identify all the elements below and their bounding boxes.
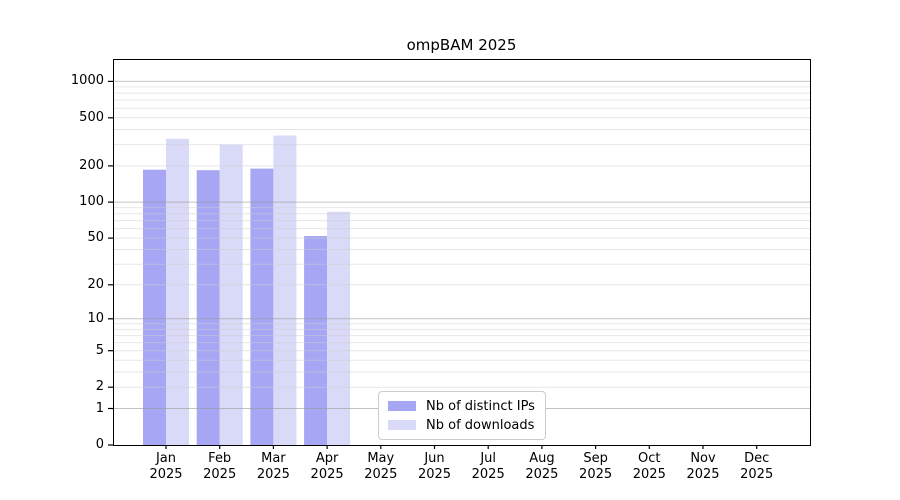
x-tick-month: Aug xyxy=(529,451,555,466)
axes-frame xyxy=(112,58,812,447)
x-tick-month: Jul xyxy=(480,451,497,466)
y-tick-label: 20 xyxy=(87,276,104,292)
legend-label-distinct-ips: Nb of distinct IPs xyxy=(426,398,535,414)
x-tick-year: 2025 xyxy=(632,467,666,482)
x-tick-label: Aug 2025 xyxy=(515,451,569,483)
x-tick-year: 2025 xyxy=(203,467,237,482)
bar xyxy=(250,168,274,445)
x-tick-label: Mar 2025 xyxy=(246,451,300,483)
x-tick-month: Jun xyxy=(424,451,445,466)
x-tick-label: Apr 2025 xyxy=(300,451,354,483)
x-tick-year: 2025 xyxy=(686,467,720,482)
x-tick-year: 2025 xyxy=(471,467,505,482)
x-tick-label: Feb 2025 xyxy=(193,451,247,483)
legend-swatch-downloads xyxy=(388,420,416,430)
x-tick-label: Jun 2025 xyxy=(408,451,462,483)
legend-swatch-distinct-ips xyxy=(388,401,416,411)
legend-item-distinct-ips: Nb of distinct IPs xyxy=(388,398,535,414)
x-tick-label: Dec 2025 xyxy=(730,451,784,483)
bar xyxy=(196,170,220,445)
bar xyxy=(166,138,189,446)
bar xyxy=(273,135,297,445)
x-tick-month: Jan xyxy=(155,451,177,466)
x-tick-label: Sep 2025 xyxy=(569,451,623,483)
x-tick-year: 2025 xyxy=(525,467,559,482)
x-tick-label: Jan 2025 xyxy=(139,451,193,483)
y-tick-label: 200 xyxy=(79,157,104,173)
legend-item-downloads: Nb of downloads xyxy=(388,417,535,433)
y-tick-label: 500 xyxy=(79,109,104,125)
chart-title: ompBAM 2025 xyxy=(406,36,517,54)
y-tick-label: 50 xyxy=(87,230,104,246)
y-tick-label: 100 xyxy=(79,194,104,210)
x-tick-month: Mar xyxy=(261,451,286,466)
x-tick-label: Nov 2025 xyxy=(676,451,730,483)
x-tick-year: 2025 xyxy=(310,467,344,482)
x-tick-month: Oct xyxy=(638,451,661,466)
bar xyxy=(327,211,351,445)
x-tick-label: Oct 2025 xyxy=(622,451,676,483)
y-tick-label: 2 xyxy=(95,379,104,395)
x-tick-year: 2025 xyxy=(256,467,290,482)
x-tick-year: 2025 xyxy=(579,467,613,482)
x-tick-year: 2025 xyxy=(740,467,774,482)
bar xyxy=(143,169,166,445)
x-tick-month: Dec xyxy=(744,451,770,466)
bar xyxy=(304,236,328,445)
y-tick-label: 1 xyxy=(95,400,104,416)
legend-label-downloads: Nb of downloads xyxy=(426,417,535,433)
x-tick-month: Apr xyxy=(315,451,339,466)
x-tick-month: May xyxy=(367,451,395,466)
x-tick-month: Nov xyxy=(690,451,716,466)
y-tick-label: 5 xyxy=(95,342,104,358)
x-tick-month: Sep xyxy=(583,451,608,466)
x-tick-month: Feb xyxy=(208,451,232,466)
x-tick-label: Jul 2025 xyxy=(461,451,515,483)
bar xyxy=(219,144,243,445)
x-tick-year: 2025 xyxy=(417,467,452,482)
x-tick-label: May 2025 xyxy=(354,451,408,483)
y-tick-label: 10 xyxy=(87,310,104,326)
legend: Nb of distinct IPs Nb of downloads xyxy=(378,391,546,440)
y-tick-label: 0 xyxy=(95,437,104,452)
x-tick-year: 2025 xyxy=(149,467,183,482)
x-tick-year: 2025 xyxy=(364,467,398,482)
y-tick-label: 1000 xyxy=(70,73,104,89)
